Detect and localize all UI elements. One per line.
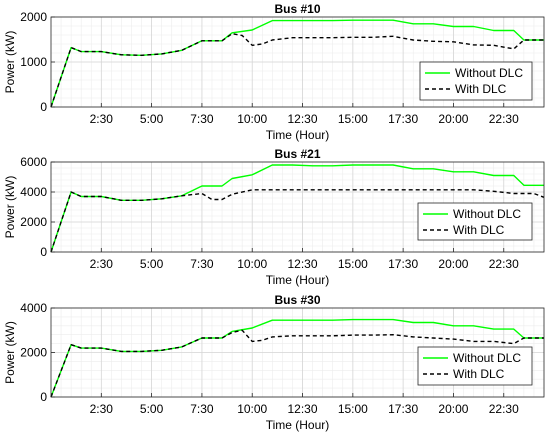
x-tick-label: 7:30 [190, 402, 214, 416]
x-tick-label: 12:30 [288, 402, 318, 416]
legend-label: With DLC [453, 223, 505, 237]
x-tick-label: 5:00 [140, 402, 164, 416]
x-axis-label: Time (Hour) [266, 273, 330, 287]
chart-title: Bus #21 [274, 147, 320, 161]
y-axis-label: Power (kW) [3, 321, 17, 384]
y-tick-label: 0 [40, 245, 47, 259]
legend: Without DLC With DLC [419, 61, 533, 101]
legend-label: With DLC [453, 367, 505, 381]
legend-label: With DLC [455, 82, 507, 96]
legend: Without DLC With DLC [417, 346, 533, 386]
x-axis-label: Time (Hour) [266, 128, 330, 142]
chart-panel-1: 2:30 5:00 7:30 10:00 12:30 15:00 17:30 20:00 22:… [3, 2, 545, 142]
y-tick-label: 2000 [20, 10, 47, 24]
x-tick-label: 15:00 [338, 402, 368, 416]
x-tick-label: 17:30 [388, 257, 418, 271]
axes-box [50, 161, 545, 253]
x-tick-label: 15:00 [338, 112, 368, 126]
legend-box [417, 346, 533, 386]
x-tick-label: 12:30 [288, 112, 318, 126]
x-tick-label: 17:30 [388, 112, 418, 126]
x-tick-label: 20:00 [438, 112, 468, 126]
x-tick-label: 10:00 [237, 257, 267, 271]
series-with-dlc-line [50, 329, 544, 398]
x-tick-label: 22:30 [489, 257, 519, 271]
legend-box [419, 61, 533, 101]
y-axis-label: Power (kW) [3, 31, 17, 94]
series-with-dlc-line [50, 33, 544, 108]
x-tick-label: 17:30 [388, 402, 418, 416]
x-tick-label: 10:00 [237, 402, 267, 416]
x-tick-label: 20:00 [438, 257, 468, 271]
x-tick-label: 22:30 [489, 112, 519, 126]
legend-label: Without DLC [453, 351, 521, 365]
x-tick-label: 2:30 [90, 402, 114, 416]
legend-label: Without DLC [453, 207, 521, 221]
legend-box [417, 202, 533, 241]
y-axis-label: Power (kW) [3, 176, 17, 239]
legend: Without DLC With DLC [417, 202, 533, 241]
chart-panel-3: 2:30 5:00 7:30 10:00 12:30 15:00 17:30 20:00 22:… [3, 293, 545, 432]
chart-title: Bus #10 [274, 2, 320, 16]
y-tick-label: 2000 [20, 215, 47, 229]
x-tick-label: 15:00 [338, 257, 368, 271]
y-tick-label: 4000 [20, 301, 47, 315]
x-tick-label: 7:30 [190, 112, 214, 126]
y-tick-label: 1000 [20, 55, 47, 69]
x-tick-label: 7:30 [190, 257, 214, 271]
x-tick-label: 10:00 [237, 112, 267, 126]
y-tick-label: 6000 [20, 155, 47, 169]
y-tick-label: 4000 [20, 185, 47, 199]
y-tick-label: 0 [40, 100, 47, 114]
y-tick-label: 2000 [20, 346, 47, 360]
x-tick-label: 2:30 [90, 257, 114, 271]
x-tick-label: 20:00 [438, 402, 468, 416]
x-tick-label: 5:00 [140, 257, 164, 271]
x-tick-label: 2:30 [90, 112, 114, 126]
x-tick-label: 5:00 [140, 112, 164, 126]
legend-label: Without DLC [455, 66, 523, 80]
y-tick-label: 0 [40, 390, 47, 404]
chart-panel-2: 2:30 5:00 7:30 10:00 12:30 15:00 17:30 20:00 22:… [3, 147, 545, 287]
x-tick-label: 12:30 [288, 257, 318, 271]
x-tick-label: 22:30 [489, 402, 519, 416]
chart-title: Bus #30 [274, 293, 320, 307]
x-axis-label: Time (Hour) [266, 418, 330, 432]
